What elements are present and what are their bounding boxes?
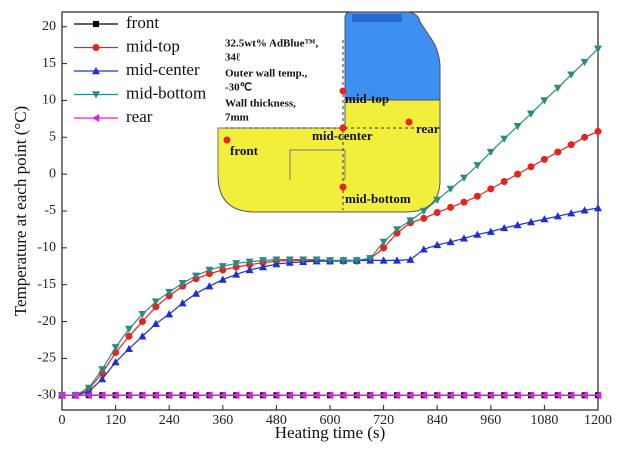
inset-point-label: mid-center: [312, 128, 373, 143]
y-tick-label: -10: [37, 240, 56, 255]
data-point: [487, 185, 494, 192]
x-tick-label: 240: [159, 413, 180, 428]
y-tick-label: -25: [37, 351, 56, 366]
data-point: [501, 178, 508, 185]
x-axis-title: Heating time (s): [275, 423, 385, 442]
y-tick-label: -15: [37, 277, 56, 292]
legend-label: mid-bottom: [126, 83, 206, 102]
inset-note: Wall thickness,: [225, 98, 296, 110]
inset-note: 7mm: [225, 112, 249, 124]
x-tick-label: 0: [59, 413, 66, 428]
data-point: [139, 318, 146, 325]
y-axis-title: Temperature at each point (°C): [11, 106, 30, 316]
inset-point-label: mid-top: [345, 91, 389, 106]
data-point: [126, 333, 133, 340]
y-tick-label: 20: [42, 19, 56, 34]
inset-note: Outer wall temp.,: [225, 68, 308, 80]
chart: 32.5wt% AdBlue™, 34ℓ Outer wall temp., -30℃…: [0, 0, 628, 445]
data-point: [434, 209, 441, 216]
data-point: [541, 156, 548, 163]
inset-point-label: rear: [416, 121, 440, 136]
data-point: [568, 141, 575, 148]
data-point: [554, 149, 561, 156]
sensor-point: [340, 184, 347, 191]
data-point: [528, 163, 535, 170]
legend-label: rear: [126, 107, 153, 126]
legend-label: mid-top: [126, 36, 180, 55]
legend-marker: [93, 21, 99, 27]
data-point: [474, 193, 481, 200]
y-tick-label: -30: [37, 387, 56, 402]
tank-cap: [352, 14, 402, 22]
y-tick-label: 5: [49, 130, 56, 145]
y-tick-label: 15: [42, 56, 56, 71]
data-point: [420, 215, 427, 222]
data-point: [461, 199, 468, 206]
x-tick-label: 1200: [584, 413, 612, 428]
x-tick-label: 120: [105, 413, 126, 428]
x-tick-label: 960: [480, 413, 501, 428]
legend-label: front: [126, 13, 159, 32]
y-tick-label: -20: [37, 314, 56, 329]
data-point: [514, 171, 521, 178]
y-tick-label: -5: [44, 203, 56, 218]
inset-note: -30℃: [225, 82, 252, 94]
x-tick-label: 840: [427, 413, 448, 428]
sensor-point: [406, 119, 413, 126]
y-tick-label: 10: [42, 93, 56, 108]
x-tick-label: 1080: [530, 413, 558, 428]
data-point: [447, 204, 454, 211]
x-tick-label: 360: [212, 413, 233, 428]
inset-point-label: front: [230, 143, 259, 158]
legend-label: mid-center: [126, 60, 200, 79]
y-tick-label: 0: [49, 166, 56, 181]
inset-note: 32.5wt% AdBlue™,: [225, 38, 318, 50]
data-point: [595, 128, 602, 135]
legend-marker: [93, 44, 100, 51]
inset-note: 34ℓ: [225, 52, 241, 64]
inset-point-label: mid-bottom: [345, 191, 411, 206]
data-point: [581, 134, 588, 141]
